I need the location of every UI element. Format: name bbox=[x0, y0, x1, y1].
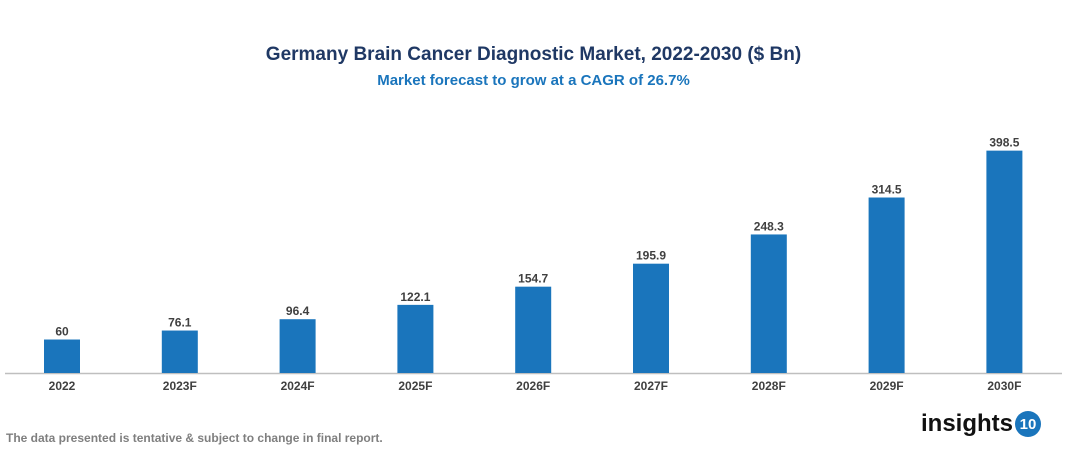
bar-2023F bbox=[161, 330, 198, 373]
x-tick-label: 2025F bbox=[398, 379, 432, 393]
data-label: 248.3 bbox=[754, 219, 784, 233]
insights10-logo: insights 10 bbox=[921, 410, 1042, 438]
bar-2030F bbox=[986, 150, 1023, 373]
x-tick-label: 2027F bbox=[634, 379, 668, 393]
x-tick-label: 2022 bbox=[49, 379, 76, 393]
data-label: 60 bbox=[55, 325, 69, 339]
x-tick-label: 2026F bbox=[516, 379, 550, 393]
footer-note: The data presented is tentative & subjec… bbox=[6, 431, 383, 445]
x-tick-label: 2028F bbox=[752, 379, 786, 393]
x-tick-label: 2024F bbox=[281, 379, 315, 393]
bar-2027F bbox=[633, 263, 669, 373]
logo-number: 10 bbox=[1015, 411, 1042, 437]
data-label: 76.1 bbox=[168, 316, 192, 330]
bar-2029F bbox=[868, 197, 905, 373]
data-label: 96.4 bbox=[286, 304, 310, 318]
data-label: 398.5 bbox=[989, 136, 1019, 150]
data-label: 154.7 bbox=[518, 272, 548, 286]
bar-2028F bbox=[750, 234, 787, 373]
chart-subtitle: Market forecast to grow at a CAGR of 26.… bbox=[377, 72, 690, 89]
bar-2025F bbox=[397, 304, 434, 373]
bar-2026F bbox=[515, 286, 552, 373]
data-label: 314.5 bbox=[872, 183, 902, 197]
x-tick-label: 2030F bbox=[987, 379, 1021, 393]
chart-title: Germany Brain Cancer Diagnostic Market, … bbox=[265, 44, 802, 65]
x-tick-label: 2023F bbox=[163, 379, 197, 393]
bar-2022 bbox=[44, 339, 80, 373]
logo-text: insights bbox=[921, 410, 1014, 437]
data-label: 122.1 bbox=[400, 290, 430, 304]
data-label: 195.9 bbox=[636, 249, 666, 263]
x-tick-label: 2029F bbox=[870, 379, 904, 393]
bar-2024F bbox=[279, 319, 316, 373]
